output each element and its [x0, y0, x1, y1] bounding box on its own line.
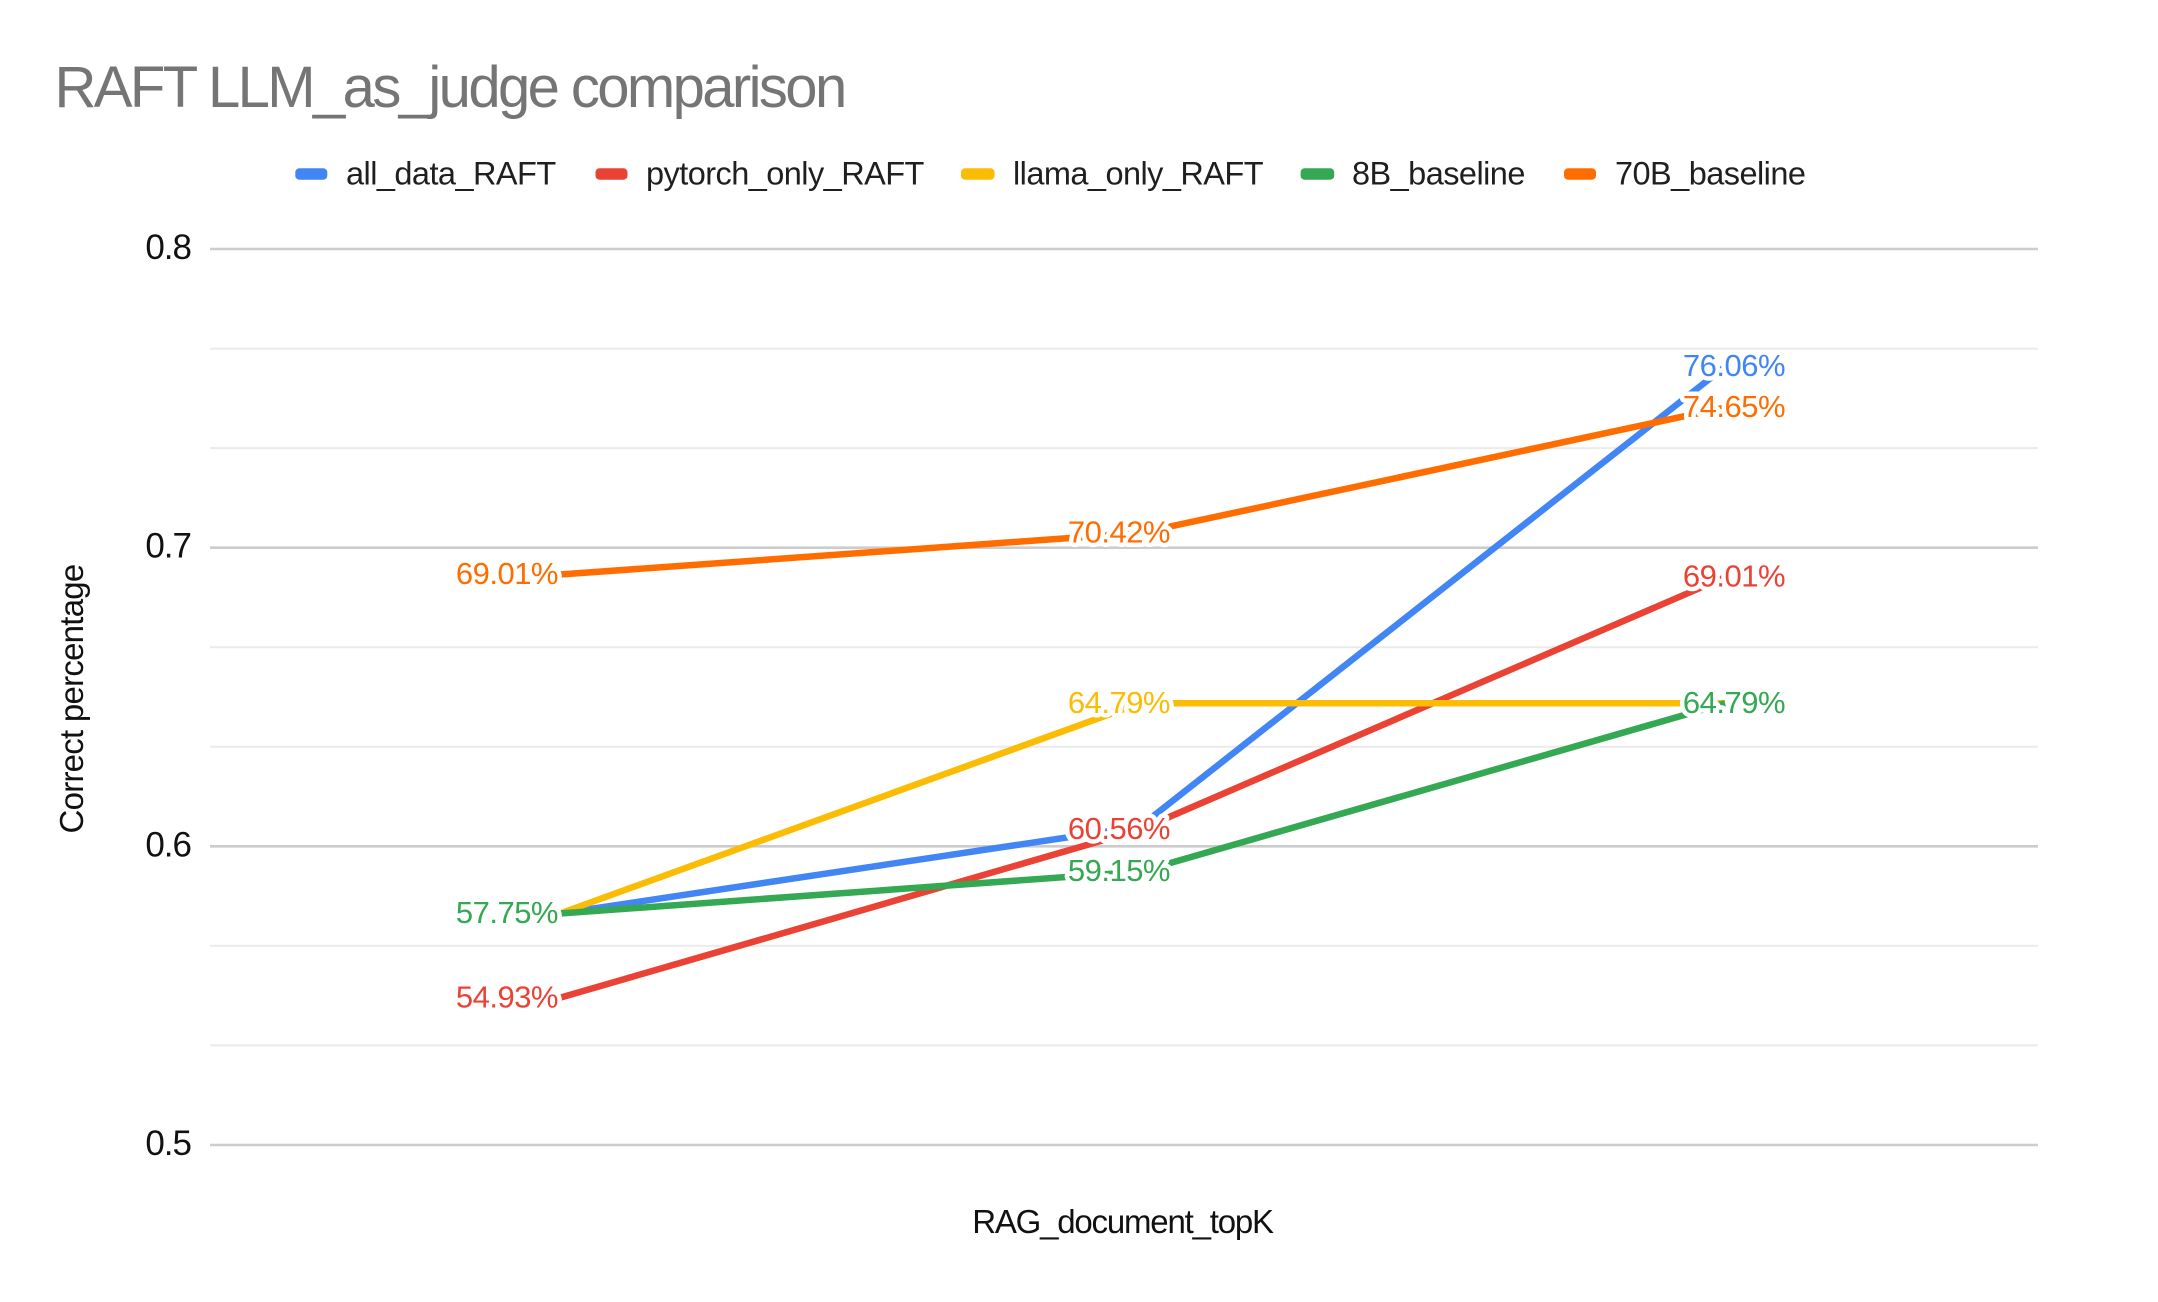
svg-text:76.06%: 76.06% [1683, 348, 1785, 383]
svg-text:57.75%: 57.75% [456, 895, 558, 930]
svg-text:0.6: 0.6 [145, 825, 191, 864]
svg-text:RAG_document_topK: RAG_document_topK [972, 1203, 1274, 1240]
svg-text:64.79%: 64.79% [1683, 685, 1785, 720]
svg-text:69.01%: 69.01% [456, 556, 558, 591]
svg-text:59.15%: 59.15% [1068, 853, 1170, 888]
svg-text:70.42%: 70.42% [1068, 515, 1170, 550]
svg-text:69.01%: 69.01% [1683, 559, 1785, 594]
svg-text:all_data_RAFT: all_data_RAFT [346, 156, 556, 192]
svg-text:64.79%: 64.79% [1068, 685, 1170, 720]
svg-text:8B_baseline: 8B_baseline [1352, 156, 1525, 192]
svg-text:Correct percentage: Correct percentage [53, 565, 90, 834]
svg-text:60.56%: 60.56% [1068, 811, 1170, 846]
svg-text:pytorch_only_RAFT: pytorch_only_RAFT [646, 156, 925, 192]
svg-text:54.93%: 54.93% [456, 979, 558, 1014]
svg-text:74.65%: 74.65% [1683, 389, 1785, 424]
svg-text:0.7: 0.7 [145, 527, 191, 566]
svg-text:70B_baseline: 70B_baseline [1615, 156, 1805, 192]
svg-text:llama_only_RAFT: llama_only_RAFT [1013, 156, 1264, 192]
svg-text:RAFT LLM_as_judge comparison: RAFT LLM_as_judge comparison [55, 55, 845, 120]
svg-text:0.5: 0.5 [145, 1124, 191, 1163]
svg-text:0.8: 0.8 [145, 228, 191, 267]
